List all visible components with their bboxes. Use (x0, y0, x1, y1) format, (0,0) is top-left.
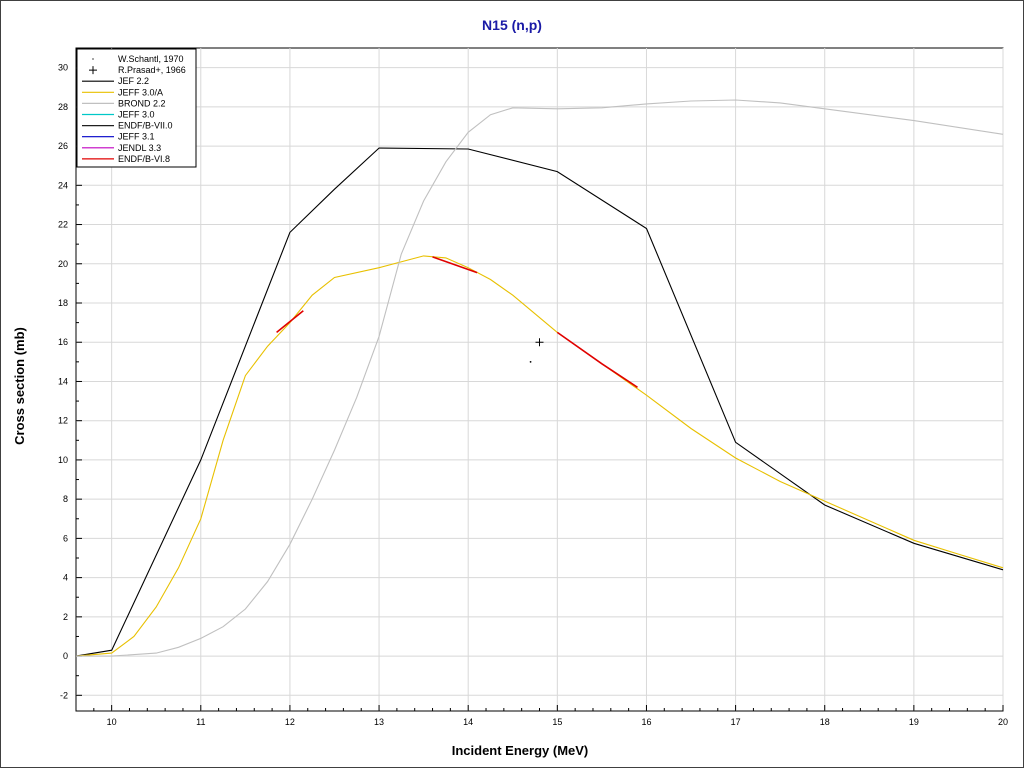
data-point-w-schantl-1970 (529, 360, 532, 363)
legend-label: JEFF 3.0 (118, 110, 155, 120)
x-tick-label: 17 (731, 717, 741, 727)
series-line-jef-2-2 (75, 147, 1004, 657)
y-tick-label: 30 (58, 63, 68, 73)
x-tick-label: 19 (909, 717, 919, 727)
data-point-r-prasad-1966 (535, 338, 544, 347)
x-axis-label: Incident Energy (MeV) (452, 743, 589, 758)
plot-area (75, 47, 1004, 712)
y-tick-label: 4 (63, 573, 68, 583)
series-line-endf-b-vi-8 (556, 331, 638, 388)
x-tick-label: 13 (374, 717, 384, 727)
x-tick-label: 14 (463, 717, 473, 727)
series-line-brond-2-2 (76, 99, 1004, 657)
chart-title: N15 (n,p) (482, 17, 542, 33)
legend-label: JEF 2.2 (118, 76, 149, 86)
y-tick-label: 10 (58, 455, 68, 465)
legend-label: JENDL 3.3 (118, 143, 161, 153)
x-tick-label: 10 (107, 717, 117, 727)
y-tick-label: 12 (58, 416, 68, 426)
y-tick-label: 16 (58, 337, 68, 347)
legend-label: W.Schantl, 1970 (118, 54, 184, 64)
legend-label: BROND 2.2 (118, 98, 166, 108)
legend-label: R.Prasad+, 1966 (118, 65, 186, 75)
legend-label: JEFF 3.1 (118, 132, 155, 142)
x-tick-label: 12 (285, 717, 295, 727)
grid (76, 48, 1004, 711)
y-tick-label: 22 (58, 220, 68, 230)
y-tick-label: 8 (63, 494, 68, 504)
x-tick-label: 16 (641, 717, 651, 727)
y-tick-label: 0 (63, 651, 68, 661)
x-tick-label: 15 (552, 717, 562, 727)
series-group (75, 99, 1004, 657)
y-tick-label: 18 (58, 298, 68, 308)
y-tick-label: 28 (58, 102, 68, 112)
legend-label: ENDF/B-VII.0 (118, 121, 173, 131)
legend-marker (92, 58, 94, 60)
x-tick-label: 18 (820, 717, 830, 727)
y-tick-label: 14 (58, 376, 68, 386)
y-tick-label: 26 (58, 141, 68, 151)
y-tick-label: -2 (60, 690, 68, 700)
legend-label: ENDF/B-VI.8 (118, 154, 170, 164)
y-tick-label: 6 (63, 533, 68, 543)
series-line-jeff-3-0-a (75, 255, 1004, 657)
y-tick-label: 2 (63, 612, 68, 622)
x-tick-label: 11 (196, 717, 205, 727)
x-tick-label: 20 (998, 717, 1008, 727)
legend-marker (89, 66, 97, 75)
series-line-endf-b-vi-8 (276, 310, 304, 334)
legend-label: JEFF 3.0/A (118, 87, 163, 97)
y-tick-label: 20 (58, 259, 68, 269)
y-axis-label: Cross section (mb) (12, 327, 27, 445)
series-line-endf-b-vi-8 (432, 256, 478, 274)
y-tick-label: 24 (58, 180, 68, 190)
